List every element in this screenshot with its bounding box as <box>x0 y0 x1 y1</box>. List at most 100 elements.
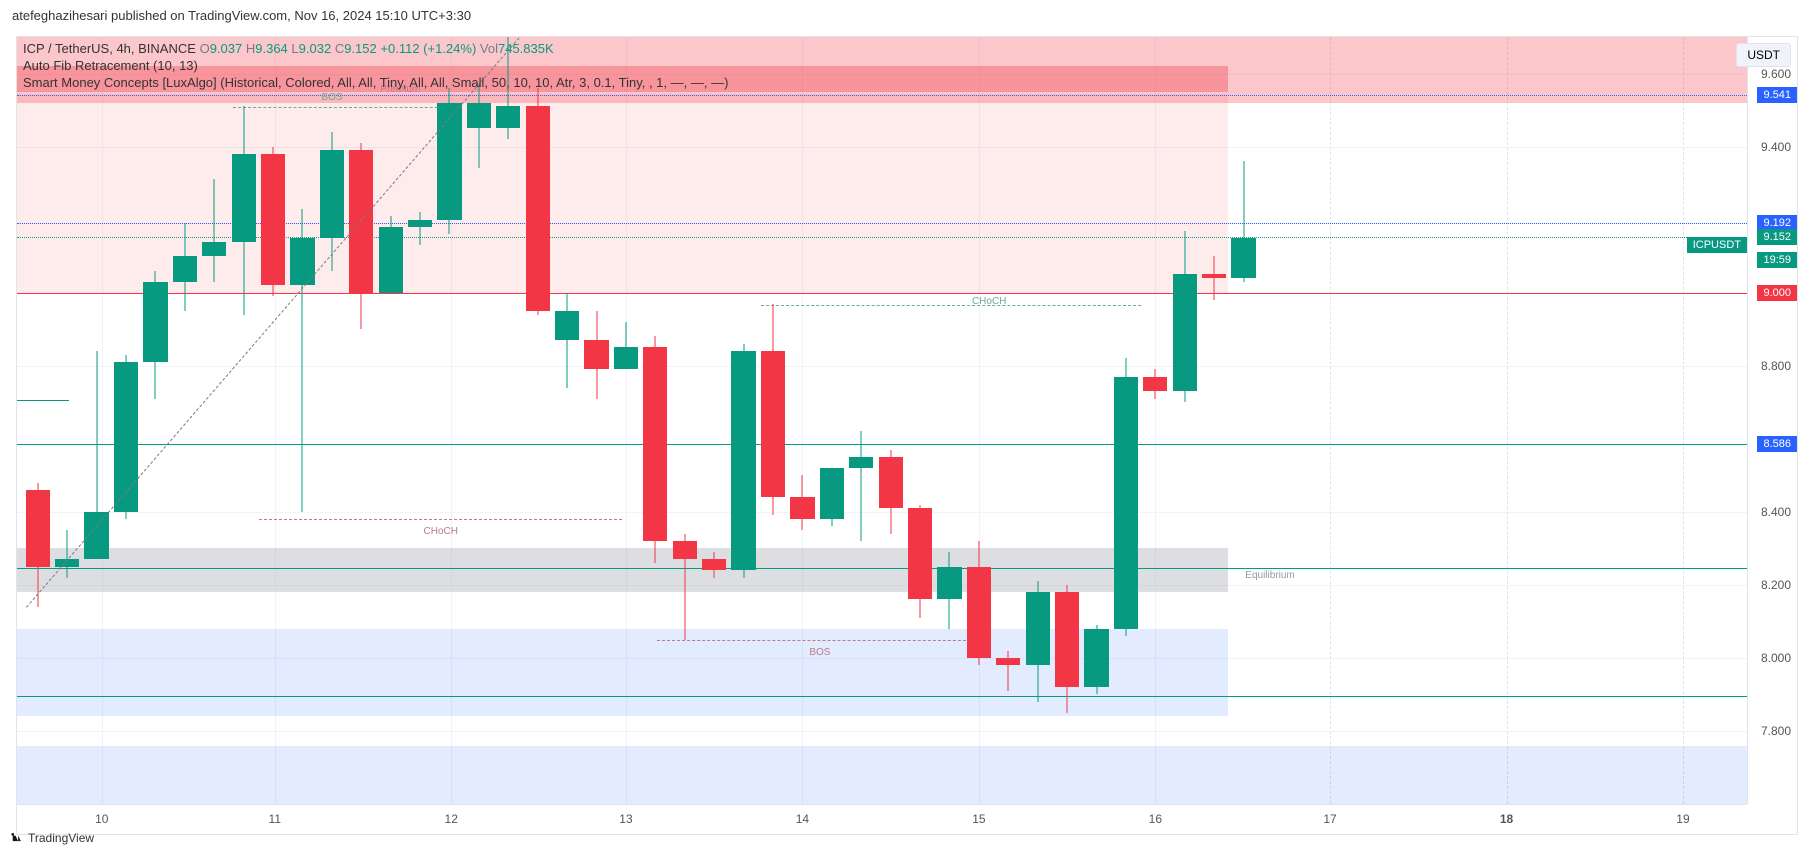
candle <box>1173 37 1197 804</box>
chart-annotation: BOS <box>809 647 830 658</box>
candle <box>761 37 785 804</box>
chart-annotation: CHoCH <box>424 526 458 537</box>
indicator-fib: Auto Fib Retracement (10, 13) <box>23 58 728 73</box>
grid-line-v <box>1330 37 1331 804</box>
y-axis-label: 8.400 <box>1761 505 1791 519</box>
x-axis: 10 11 12 13 14 15 16 17 18 19 <box>17 804 1747 834</box>
candle <box>879 37 903 804</box>
candle <box>290 37 314 804</box>
candle <box>467 37 491 804</box>
grid-line-v <box>1507 37 1508 804</box>
candle <box>555 37 579 804</box>
candle <box>731 37 755 804</box>
watermark-label: TradingView <box>28 831 94 845</box>
l-label: L <box>291 41 298 56</box>
candle <box>937 37 961 804</box>
candle <box>261 37 285 804</box>
plot-area[interactable]: PremiumBOSCHoCHBOSCHoCHEquilibrium <box>17 37 1747 804</box>
candle <box>320 37 344 804</box>
candle <box>379 37 403 804</box>
candle <box>526 37 550 804</box>
candle <box>820 37 844 804</box>
chart-annotation: BOS <box>321 92 342 103</box>
candle <box>26 37 50 804</box>
chart-container: ICP / TetherUS, 4h, BINANCE O9.037 H9.36… <box>16 36 1798 835</box>
grid-line-v <box>1683 37 1684 804</box>
x-axis-label: 19 <box>1676 812 1689 826</box>
candle <box>84 37 108 804</box>
x-axis-label: 13 <box>619 812 632 826</box>
symbol-price-tag: ICPUSDT <box>1687 237 1747 253</box>
price-tag: 8.586 <box>1757 436 1797 452</box>
usdt-badge[interactable]: USDT <box>1736 43 1791 67</box>
price-tag: 9.541 <box>1757 87 1797 103</box>
candle <box>790 37 814 804</box>
candle <box>849 37 873 804</box>
candle <box>496 37 520 804</box>
c-label: C <box>335 41 344 56</box>
price-tag: 9.192 <box>1757 215 1797 231</box>
y-axis-label: 7.800 <box>1761 724 1791 738</box>
h-label: H <box>246 41 255 56</box>
candle <box>232 37 256 804</box>
candle <box>173 37 197 804</box>
candle <box>1143 37 1167 804</box>
y-axis-label: 8.000 <box>1761 651 1791 665</box>
candle <box>55 37 79 804</box>
tradingview-watermark: TradingView <box>10 831 94 845</box>
candle <box>908 37 932 804</box>
candle <box>996 37 1020 804</box>
candle <box>702 37 726 804</box>
candle <box>1026 37 1050 804</box>
candle <box>349 37 373 804</box>
candle <box>967 37 991 804</box>
publish-meta: published on TradingView.com, Nov 16, 20… <box>111 8 471 23</box>
chart-annotation: CHoCH <box>972 296 1006 307</box>
symbol-pair: ICP / TetherUS, 4h, BINANCE <box>23 41 196 56</box>
x-axis-label: 18 <box>1500 812 1513 826</box>
x-axis-label: 17 <box>1323 812 1336 826</box>
chart-annotation: Equilibrium <box>1245 570 1294 581</box>
h-val: 9.364 <box>255 41 288 56</box>
publisher-name: atefeghazihesari <box>12 8 107 23</box>
y-axis-label: 9.600 <box>1761 67 1791 81</box>
candle <box>614 37 638 804</box>
y-axis: 7.800 8.000 8.200 8.400 8.586 8.800 9.000 9.192… <box>1747 37 1797 804</box>
x-axis-label: 15 <box>972 812 985 826</box>
o-label: O <box>200 41 210 56</box>
candle <box>202 37 226 804</box>
indicator-smc: Smart Money Concepts [LuxAlgo] (Historic… <box>23 75 728 90</box>
candle <box>114 37 138 804</box>
c-val: 9.152 <box>344 41 377 56</box>
candle <box>1231 37 1255 804</box>
l-val: 9.032 <box>299 41 332 56</box>
x-axis-label: 16 <box>1149 812 1162 826</box>
chart-info: ICP / TetherUS, 4h, BINANCE O9.037 H9.36… <box>23 41 728 92</box>
candle <box>673 37 697 804</box>
y-axis-label: 9.400 <box>1761 140 1791 154</box>
change-val: +0.112 (+1.24%) <box>380 41 476 56</box>
y-axis-label: 8.200 <box>1761 578 1791 592</box>
tradingview-logo-icon <box>10 831 24 845</box>
candle <box>584 37 608 804</box>
candle <box>437 37 461 804</box>
symbol-line: ICP / TetherUS, 4h, BINANCE O9.037 H9.36… <box>23 41 728 56</box>
candle <box>1202 37 1226 804</box>
candle <box>1114 37 1138 804</box>
x-axis-label: 12 <box>445 812 458 826</box>
candle <box>143 37 167 804</box>
candle <box>643 37 667 804</box>
vol-label: Vol <box>480 41 498 56</box>
vol-val: 745.835K <box>498 41 554 56</box>
o-val: 9.037 <box>210 41 243 56</box>
candle <box>1084 37 1108 804</box>
x-axis-label: 14 <box>796 812 809 826</box>
price-tag: 9.152 <box>1757 229 1797 245</box>
x-axis-label: 11 <box>269 812 281 826</box>
x-axis-label: 10 <box>95 812 108 826</box>
publish-header: atefeghazihesari published on TradingVie… <box>0 0 1814 31</box>
price-tag: 9.000 <box>1757 285 1797 301</box>
price-tag: 19:59 <box>1757 252 1797 268</box>
y-axis-label: 8.800 <box>1761 359 1791 373</box>
candle <box>1055 37 1079 804</box>
